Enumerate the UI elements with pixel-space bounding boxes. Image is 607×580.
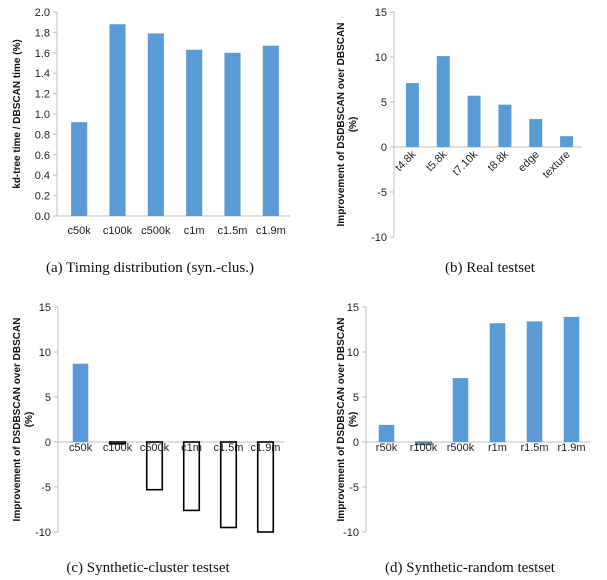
bar-c50k [71, 122, 88, 216]
y-tick-label: 5 [353, 392, 359, 404]
y-axis-label: Improvement of DSDBSCAN over DBSCAN(%) [336, 23, 359, 227]
x-tick-label: c1.5m [218, 225, 248, 237]
y-tick-label: 15 [347, 302, 359, 314]
y-tick-label: 15 [375, 7, 387, 19]
y-tick-label: 10 [39, 347, 51, 359]
bar-c1.9m [256, 441, 275, 533]
x-tick-label: c50k [69, 442, 93, 454]
x-tick-label: c50k [68, 225, 92, 237]
x-tick-label: t4.8k [393, 148, 419, 174]
y-tick-label: -5 [349, 482, 359, 494]
y-tick-label: 0 [45, 437, 51, 449]
bar-t4.8k [405, 83, 419, 147]
y-tick-label: 10 [347, 347, 359, 359]
bar-c1.5m [224, 52, 241, 216]
bar-t5.8k [436, 56, 450, 147]
x-tick-label: c500k [141, 225, 171, 237]
y-tick-label: -10 [35, 527, 51, 539]
bar-r500k [452, 378, 469, 442]
y-tick-label: -10 [371, 232, 387, 244]
y-tick-label: 10 [375, 52, 387, 64]
x-tick-label: r1m [488, 442, 507, 454]
bar-c500k [147, 33, 164, 216]
bar-c100k [108, 441, 127, 445]
chart-panel-c: 15 10 5 0 -5 -10 c50k c100k c500k c1m c1.5m c1.9m Im… [12, 302, 284, 576]
y-tick-label: 0.0 [35, 211, 50, 223]
x-tick-label: c1m [181, 442, 202, 454]
bar-c500k [145, 441, 164, 491]
x-tick-label: r50k [376, 442, 398, 454]
x-tick-label: c1m [184, 225, 205, 237]
bar-texture [560, 136, 574, 147]
y-tick-label: 2.0 [35, 7, 50, 19]
x-tick-label: r1.5m [520, 442, 548, 454]
y-tick-label: 0.8 [35, 129, 50, 141]
bar-r50k [378, 424, 395, 442]
y-tick-label: 5 [381, 97, 387, 109]
bar-r1.9m [563, 316, 580, 442]
x-tick-label: c100k [103, 225, 133, 237]
bar-r100k [415, 441, 432, 446]
x-tick-label: c100k [103, 442, 133, 454]
x-tick-label: r1.9m [557, 442, 585, 454]
x-tick-label: c1.5m [214, 442, 244, 454]
bar-r1m [489, 323, 506, 442]
x-tick-label: r500k [447, 442, 475, 454]
y-axis-label-line: Improvement of DSDBSCAN over DBSCAN [336, 23, 347, 227]
y-axis-label: kd-tree time / DBSCAN time (%) [12, 39, 23, 188]
x-tick-label: t7.10k [451, 148, 481, 178]
x-tick-label: edge [516, 149, 542, 175]
x-tick-label: c1.9m [251, 442, 281, 454]
y-tick-label: 0.4 [35, 170, 50, 182]
y-tick-label: 15 [39, 302, 51, 314]
bar-t7.10k [467, 95, 481, 147]
y-tick-label: 0.6 [35, 150, 50, 162]
chart-panel-d: 15 10 5 0 -5 -10 r50k r100k r500k r1m r1.5m r1.9m Im… [336, 302, 590, 576]
bar-c100k [109, 24, 126, 216]
chart-panel-a: 2.0 1.8 1.6 1.4 1.2 1.0 0.8 0.6 0.4 0.2 0.0 c50k c10… [12, 7, 290, 276]
y-tick-label: 1.4 [35, 68, 50, 80]
y-tick-label: 5 [45, 392, 51, 404]
y-tick-label: 0.2 [35, 191, 50, 203]
y-axis-label-line: (%) [348, 117, 359, 133]
bar-c50k [72, 363, 89, 442]
y-axis-label-line: Improvement of DSDBSCAN over DBSCAN [12, 318, 23, 522]
panel-caption: (c) Synthetic-cluster testset [66, 560, 230, 576]
y-tick-label: 1.2 [35, 89, 50, 101]
panel-caption: (d) Synthetic-random testset [385, 560, 556, 576]
bar-c1m [186, 49, 203, 216]
panel-caption: (a) Timing distribution (syn.-clus.) [46, 260, 254, 276]
y-tick-label: -5 [377, 187, 387, 199]
x-tick-label: texture [540, 149, 572, 181]
bar-edge [529, 119, 543, 147]
bar-c1.9m [262, 45, 279, 216]
y-tick-label: 0 [353, 437, 359, 449]
y-axis-label-line: Improvement of DSDBSCAN over DBSCAN [336, 318, 347, 522]
bar-t8.8k [498, 104, 512, 147]
y-axis-label-line: (%) [24, 412, 35, 428]
bar-r1.5m [526, 321, 543, 442]
y-tick-label: -10 [343, 527, 359, 539]
y-tick-label: -5 [41, 482, 51, 494]
y-tick-label: 1.0 [35, 109, 50, 121]
bar-c1.5m [219, 441, 238, 529]
x-tick-label: r100k [410, 442, 438, 454]
x-tick-label: c500k [140, 442, 170, 454]
bar-c1m [182, 441, 201, 512]
y-tick-label: 1.8 [35, 27, 50, 39]
y-tick-label: 1.6 [35, 48, 50, 60]
x-tick-label: t5.8k [424, 148, 450, 174]
y-tick-label: 0 [381, 142, 387, 154]
x-tick-label: t8.8k [486, 148, 512, 174]
chart-panel-b: 15 10 5 0 -5 -10 t4.8k t5.8k t7.10k t8.8k edgetext… [336, 7, 582, 276]
x-tick-label: c1.9m [256, 225, 286, 237]
y-axis-label: Improvement of DSDBSCAN over DBSCAN(%) [12, 318, 35, 522]
y-axis-label: Improvement of DSDBSCAN over DBSCAN(%) [336, 318, 359, 522]
panel-caption: (b) Real testset [445, 260, 536, 276]
y-axis-label-line: (%) [348, 412, 359, 428]
